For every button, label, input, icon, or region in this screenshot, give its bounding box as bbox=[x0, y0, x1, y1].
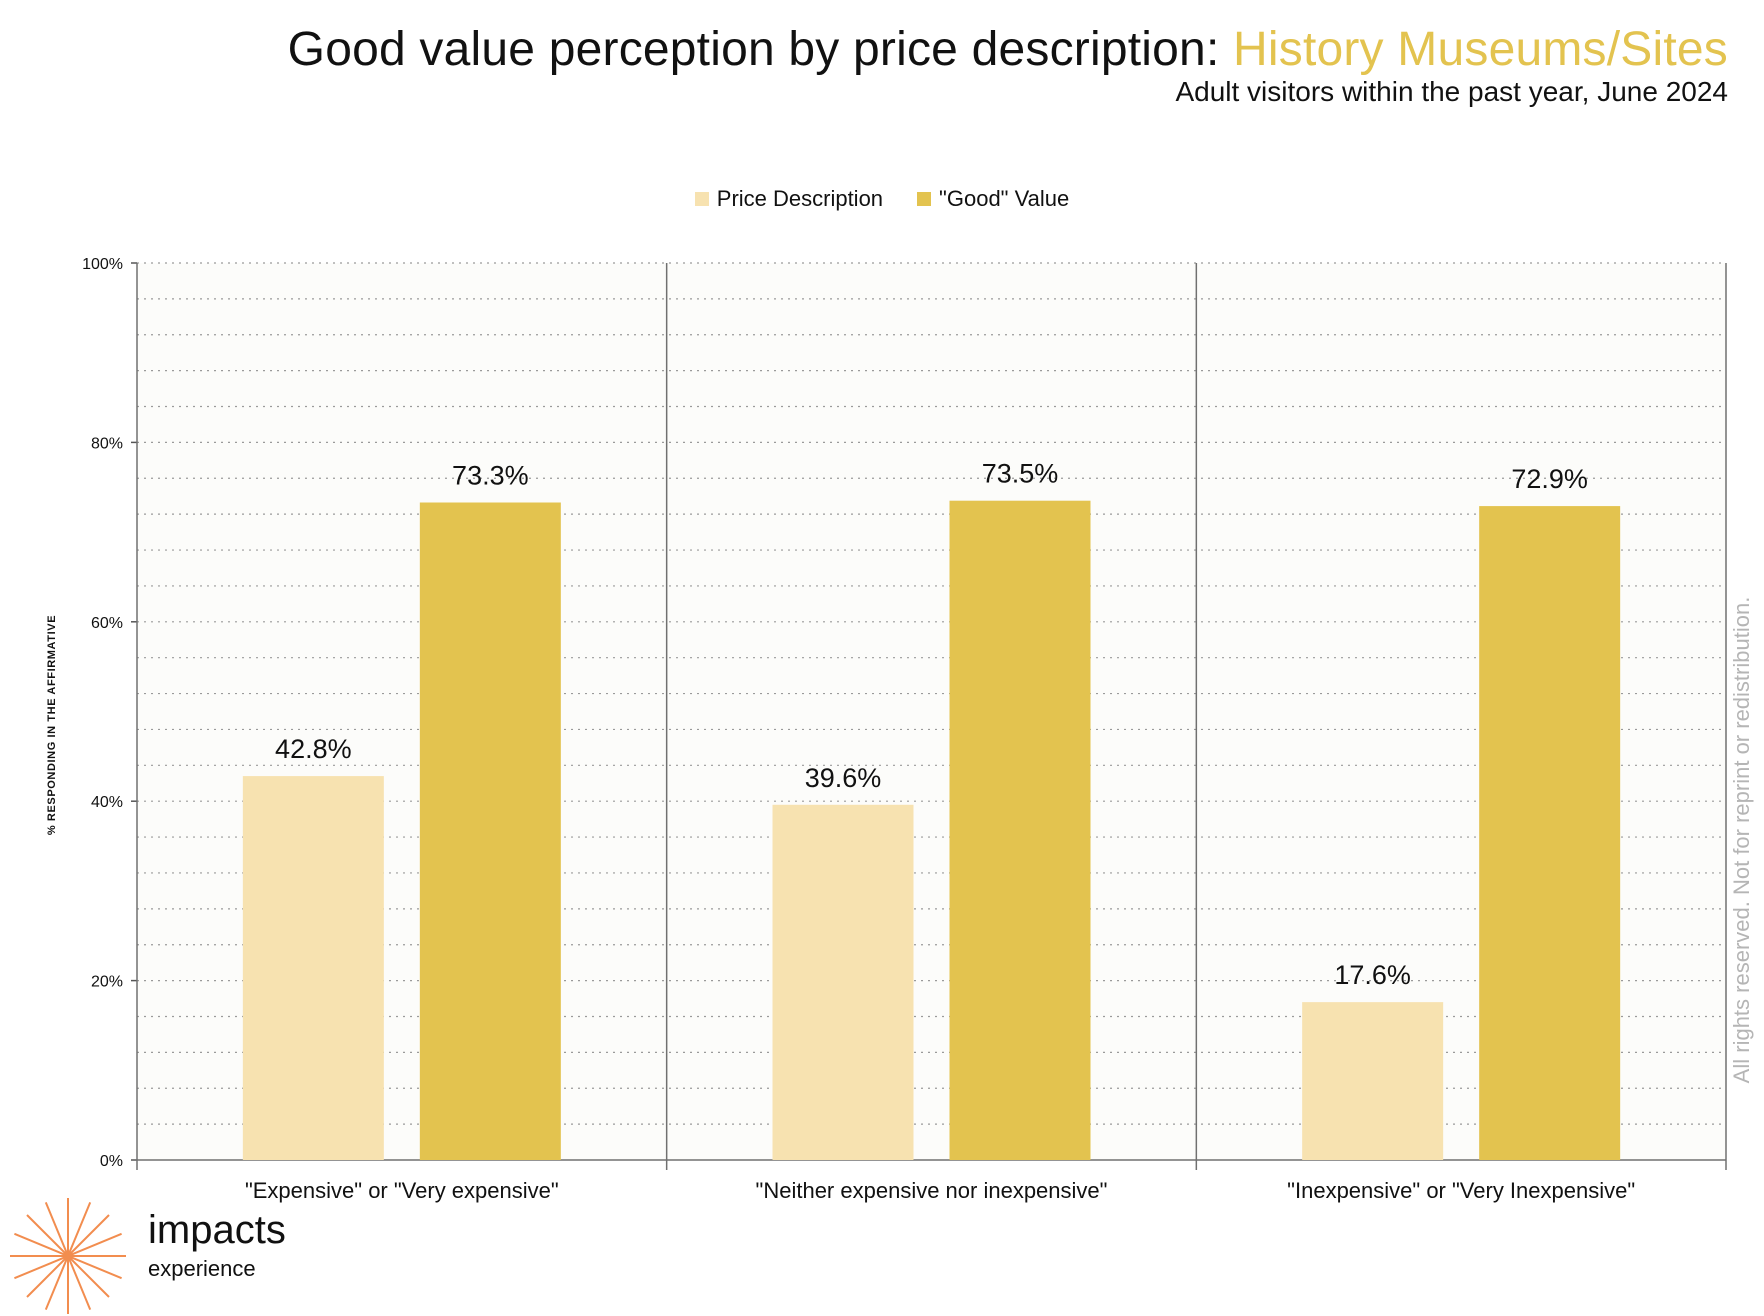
watermark-ray bbox=[184, 351, 446, 503]
y-tick-label: 0% bbox=[100, 1153, 123, 1170]
watermark-sub: experience bbox=[512, 439, 786, 502]
legend-label-price-description: Price Description bbox=[716, 186, 884, 211]
logo-sub: experience bbox=[148, 1256, 256, 1281]
plot-background bbox=[137, 263, 1726, 1160]
bar bbox=[419, 502, 561, 1160]
chart-title-prefix: Good value perception by price descripti… bbox=[287, 23, 1234, 76]
data-label: 42.8% bbox=[275, 734, 352, 764]
y-axis-label: % RESPONDING IN THE AFFIRMATIVE bbox=[46, 614, 58, 836]
chart-title: Good value perception by price descripti… bbox=[288, 22, 1728, 77]
watermark-star-icon bbox=[167, 279, 463, 575]
legend-swatch-price-description bbox=[694, 192, 709, 206]
x-tick-label: "Neither expensive nor inexpensive" bbox=[756, 1178, 1108, 1203]
y-tick-label: 40% bbox=[91, 794, 123, 811]
logo-name: impacts bbox=[148, 1208, 286, 1252]
legend-swatch-good-value bbox=[917, 192, 932, 206]
data-label: 73.3% bbox=[452, 460, 529, 490]
logo-ray bbox=[14, 1232, 122, 1280]
chart-title-highlight: History Museums/Sites bbox=[1233, 23, 1728, 76]
legend-item-good-value: "Good" Value bbox=[917, 186, 1069, 212]
chart-subtitle: Adult visitors within the past year, Jun… bbox=[1175, 76, 1728, 107]
data-label: 72.9% bbox=[1511, 464, 1588, 494]
x-tick-label: "Inexpensive" or "Very Inexpensive" bbox=[1287, 1178, 1635, 1203]
y-tick-label: 60% bbox=[91, 615, 123, 632]
watermark-ray bbox=[239, 298, 391, 556]
y-tick-label: 100% bbox=[82, 256, 123, 273]
rights-notice: All rights reserved. Not for reprint or … bbox=[1729, 596, 1754, 1084]
watermark-name: impacts bbox=[512, 338, 829, 440]
legend: Price Description "Good" Value bbox=[0, 186, 1764, 212]
legend-item-price-description: Price Description bbox=[694, 186, 884, 212]
watermark: impacts experience bbox=[167, 279, 829, 575]
y-tick-label: 20% bbox=[91, 974, 123, 991]
bar bbox=[949, 500, 1091, 1161]
watermark-ray bbox=[184, 351, 446, 503]
bar bbox=[1302, 1002, 1444, 1160]
bar bbox=[1479, 506, 1621, 1160]
data-label: 73.5% bbox=[982, 459, 1059, 489]
plot-area: 0%20%40%60%80%100%42.8%73.3%"Expensive" … bbox=[82, 256, 1727, 1203]
data-label: 17.6% bbox=[1334, 960, 1411, 990]
watermark-ray bbox=[239, 298, 391, 556]
legend-label-good-value: "Good" Value bbox=[939, 186, 1070, 211]
bar bbox=[242, 776, 384, 1160]
impacts-logo-icon bbox=[10, 1198, 126, 1314]
data-label: 39.6% bbox=[805, 763, 882, 793]
bar bbox=[772, 804, 914, 1160]
y-tick-label: 80% bbox=[91, 435, 123, 452]
